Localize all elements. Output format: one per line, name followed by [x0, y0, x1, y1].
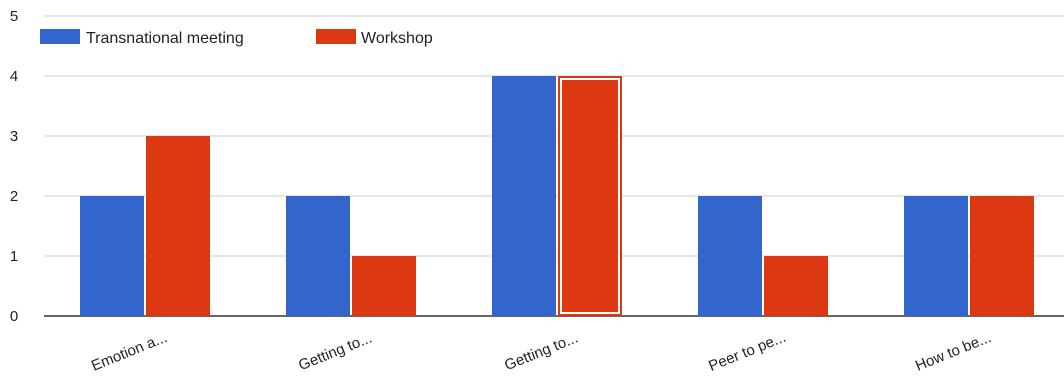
legend-swatch-workshop[interactable]	[316, 29, 356, 44]
legend-label-workshop[interactable]: Workshop	[361, 30, 433, 47]
bar-highlight-outline	[560, 78, 620, 314]
y-tick-label-1: 1	[10, 248, 18, 265]
bar-workshop-5[interactable]	[970, 196, 1034, 316]
y-tick-label-4: 4	[10, 68, 18, 85]
bar-transnational-meeting-1[interactable]	[80, 196, 144, 316]
legend-label-transnational-meeting[interactable]: Transnational meeting	[86, 30, 244, 47]
y-tick-label-0: 0	[10, 308, 18, 325]
bar-transnational-meeting-4[interactable]	[698, 196, 762, 316]
bars	[80, 76, 1034, 316]
bar-transnational-meeting-3[interactable]	[492, 76, 556, 316]
bar-workshop-4[interactable]	[764, 256, 828, 316]
y-tick-label-2: 2	[10, 188, 18, 205]
bar-workshop-2[interactable]	[352, 256, 416, 316]
y-tick-label-3: 3	[10, 128, 18, 145]
y-tick-label-5: 5	[10, 8, 18, 25]
y-axis-ticks: 0 1 2 3 4 5	[10, 8, 18, 325]
legend[interactable]: Transnational meeting Workshop	[40, 29, 433, 47]
bar-workshop-1[interactable]	[146, 136, 210, 316]
legend-swatch-transnational-meeting[interactable]	[40, 29, 80, 44]
bar-transnational-meeting-2[interactable]	[286, 196, 350, 316]
bar-transnational-meeting-5[interactable]	[904, 196, 968, 316]
bar-workshop-3[interactable]	[558, 76, 622, 316]
